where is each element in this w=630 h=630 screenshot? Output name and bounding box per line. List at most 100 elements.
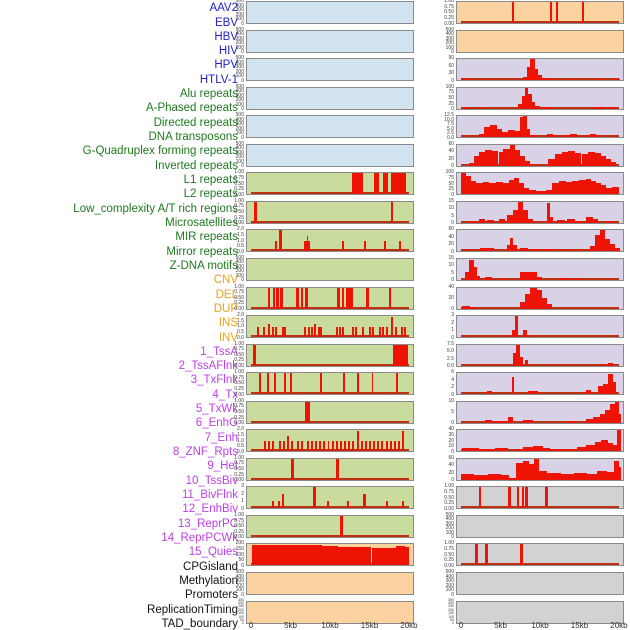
data-bar	[525, 360, 529, 366]
data-bar	[476, 275, 481, 280]
y-axis-tick-label: 0.25	[444, 557, 454, 564]
track-plot	[246, 315, 414, 339]
y-axis-tick-label: 500	[445, 511, 454, 518]
track-plot	[246, 572, 414, 595]
y-axis-ticks: 90 60 30 0	[428, 56, 454, 83]
data-bar	[290, 373, 293, 395]
x-axis-tick-label: 0	[248, 621, 254, 630]
y-axis-ticks: 1.00 0.75 0.50 0.25 0.00	[218, 284, 244, 312]
data-bar	[305, 401, 311, 423]
y-axis-tick-label: 5	[451, 269, 454, 276]
data-bar	[514, 178, 520, 195]
y-axis-tick-label: 100	[235, 130, 244, 137]
data-bar	[403, 326, 406, 338]
y-axis-tick-label: 1.0	[237, 323, 244, 330]
y-axis-tick-label: 15	[448, 254, 454, 261]
track-label: Directed repeats	[153, 116, 238, 129]
track-plot	[456, 172, 624, 196]
data-bar	[546, 134, 554, 138]
track-label: 11_BivFlnk	[181, 489, 238, 501]
y-axis-tick-label: 15	[448, 197, 454, 204]
data-bar	[351, 326, 354, 338]
data-bar	[503, 148, 511, 166]
data-bar	[536, 276, 542, 280]
y-axis-tick-label: 400	[235, 2, 244, 9]
y-axis-ticks: 500 400 300 200 100 0	[428, 27, 454, 55]
track-plot	[246, 257, 414, 281]
track-label: TAD_boundary	[161, 617, 239, 630]
y-axis-tick-label: 2.5	[447, 355, 454, 362]
data-bar	[593, 417, 600, 423]
track-plot	[456, 286, 624, 310]
y-axis-tick-label: 2.0	[237, 312, 244, 319]
baseline-line	[461, 135, 619, 138]
data-bar	[586, 216, 594, 223]
y-axis-tick-label: 0.75	[234, 203, 244, 210]
y-axis-tick-label: 0.75	[444, 488, 454, 495]
y-axis-ticks: 100 75 50 25 0	[428, 84, 454, 112]
data-bar	[377, 440, 380, 452]
data-bar	[320, 326, 323, 338]
y-axis-tick-label: 50	[448, 94, 454, 101]
y-axis-tick-label: 0.75	[234, 346, 244, 353]
data-bar	[535, 190, 546, 195]
y-axis-tick-label: 0	[451, 191, 454, 198]
data-bar	[393, 440, 396, 452]
y-axis-tick-label: 0.50	[234, 380, 244, 387]
y-axis-tick-label: 100	[235, 16, 244, 22]
y-axis-tick-label: 40	[448, 148, 454, 155]
y-axis-tick-label: 0.25	[234, 471, 244, 478]
y-axis-tick-label: 40	[448, 233, 454, 240]
track-plot	[246, 86, 414, 110]
data-bar	[533, 445, 544, 452]
y-axis-tick-label: 4	[451, 376, 454, 383]
data-bar	[531, 101, 535, 109]
data-bar	[523, 76, 527, 81]
data-bar	[383, 240, 386, 252]
data-bar	[310, 326, 313, 338]
data-bar	[306, 235, 309, 252]
y-axis-tick-label: 0.00	[234, 534, 244, 541]
y-axis-ticks: 1.00 0.75 0.50 0.25 0.00	[218, 170, 244, 197]
data-bar	[518, 104, 522, 109]
y-axis-tick-label: 0.25	[234, 214, 244, 221]
y-axis-tick-label: 6	[451, 369, 454, 376]
x-axis-tick-label: 10kb	[531, 621, 549, 630]
y-axis-tick-label: 100	[445, 587, 454, 593]
data-bar	[572, 181, 579, 195]
data-bar	[548, 78, 555, 81]
y-axis-tick-label: 1.00	[444, 0, 454, 4]
data-bar	[523, 419, 534, 423]
y-axis-tick-label: 5.0	[447, 348, 454, 355]
track-label: Inverted repeats	[154, 159, 238, 172]
y-axis-tick-label: 0	[242, 621, 244, 626]
data-bar	[474, 474, 488, 480]
data-bar	[541, 106, 549, 109]
y-axis-tick-label: 100	[235, 587, 244, 593]
data-bar	[515, 316, 518, 338]
data-bar	[466, 176, 472, 195]
y-axis-tick-label: 0.0	[447, 363, 454, 370]
y-axis-tick-label: 2	[451, 384, 454, 391]
x-axis-tick-label: 15kb	[570, 621, 589, 630]
data-bar	[321, 546, 339, 566]
data-bar	[566, 219, 575, 223]
y-axis-tick-label: 300	[235, 64, 244, 71]
y-axis-tick-label: 1.00	[234, 511, 244, 518]
data-bar	[337, 287, 340, 309]
data-bar	[559, 181, 566, 195]
data-bar	[461, 305, 471, 309]
y-axis-tick-label: 300	[448, 600, 454, 605]
data-bar	[606, 159, 612, 166]
data-bar	[515, 149, 521, 166]
y-axis-tick-label: 1	[241, 498, 244, 505]
data-bar	[556, 220, 565, 223]
track-label: Alu repeats	[179, 88, 238, 101]
track-plot	[456, 86, 624, 110]
y-axis-tick-label: 7.5	[447, 340, 454, 347]
data-bar	[510, 144, 516, 166]
y-axis-ticks: 100 75 50 25 0	[428, 170, 454, 197]
data-bar	[565, 182, 573, 195]
y-axis-tick-label: 0.00	[234, 191, 244, 198]
data-bar	[398, 240, 401, 252]
